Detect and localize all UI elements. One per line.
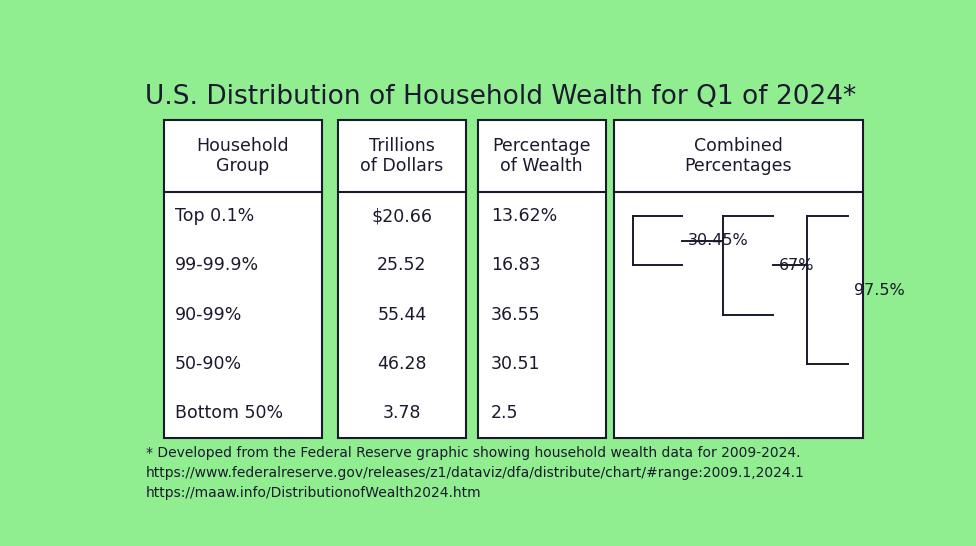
Text: Top 0.1%: Top 0.1% — [175, 207, 254, 225]
Text: 16.83: 16.83 — [491, 257, 541, 275]
Text: Household
Group: Household Group — [197, 136, 289, 175]
Text: U.S. Distribution of Household Wealth for Q1 of 2024*: U.S. Distribution of Household Wealth fo… — [144, 85, 856, 110]
Text: 99-99.9%: 99-99.9% — [175, 257, 259, 275]
Text: 97.5%: 97.5% — [854, 282, 905, 298]
Text: 30.45%: 30.45% — [688, 233, 749, 248]
Text: 46.28: 46.28 — [377, 355, 427, 373]
Bar — [164, 120, 322, 437]
Text: Percentage
of Wealth: Percentage of Wealth — [493, 136, 591, 175]
Text: 13.62%: 13.62% — [491, 207, 557, 225]
Text: 36.55: 36.55 — [491, 306, 541, 324]
Text: 25.52: 25.52 — [377, 257, 427, 275]
Bar — [477, 120, 606, 437]
Bar — [338, 120, 467, 437]
Text: Trillions
of Dollars: Trillions of Dollars — [360, 136, 443, 175]
Text: 3.78: 3.78 — [383, 404, 421, 422]
Bar — [614, 120, 864, 437]
Text: Bottom 50%: Bottom 50% — [175, 404, 283, 422]
Text: 90-99%: 90-99% — [175, 306, 242, 324]
Text: 50-90%: 50-90% — [175, 355, 242, 373]
Text: 2.5: 2.5 — [491, 404, 518, 422]
Text: $20.66: $20.66 — [371, 207, 432, 225]
Text: * Developed from the Federal Reserve graphic showing household wealth data for 2: * Developed from the Federal Reserve gra… — [146, 446, 805, 500]
Text: Combined
Percentages: Combined Percentages — [684, 136, 793, 175]
Text: 55.44: 55.44 — [378, 306, 427, 324]
Text: 67%: 67% — [779, 258, 814, 273]
Text: 30.51: 30.51 — [491, 355, 541, 373]
